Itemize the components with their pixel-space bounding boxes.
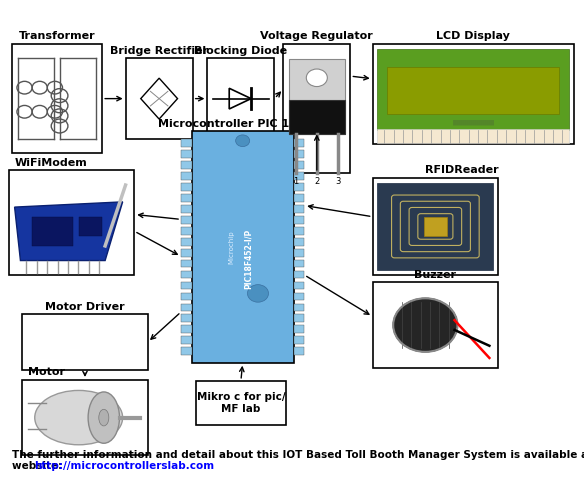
FancyBboxPatch shape <box>22 380 148 455</box>
Circle shape <box>248 284 269 302</box>
Text: LM7805: LM7805 <box>300 112 333 120</box>
FancyBboxPatch shape <box>289 100 345 134</box>
FancyBboxPatch shape <box>289 59 345 134</box>
FancyBboxPatch shape <box>294 172 304 180</box>
Text: Voltage Regulator: Voltage Regulator <box>260 31 373 41</box>
FancyBboxPatch shape <box>181 271 192 279</box>
Text: Motor: Motor <box>28 367 65 377</box>
FancyBboxPatch shape <box>373 178 498 275</box>
Text: Microcontroller PIC 18F452: Microcontroller PIC 18F452 <box>158 119 328 129</box>
FancyBboxPatch shape <box>377 183 493 270</box>
FancyBboxPatch shape <box>181 260 192 267</box>
FancyBboxPatch shape <box>387 67 559 114</box>
Text: RFIDReader: RFIDReader <box>425 165 498 175</box>
FancyBboxPatch shape <box>181 139 192 147</box>
Text: Blocking Diode: Blocking Diode <box>194 46 287 56</box>
Text: Motor Driver: Motor Driver <box>45 301 125 312</box>
FancyBboxPatch shape <box>181 293 192 300</box>
FancyBboxPatch shape <box>207 58 274 139</box>
FancyBboxPatch shape <box>181 337 192 344</box>
FancyBboxPatch shape <box>181 216 192 224</box>
Text: Transformer: Transformer <box>19 31 95 41</box>
Ellipse shape <box>88 392 120 443</box>
FancyBboxPatch shape <box>423 217 447 236</box>
FancyBboxPatch shape <box>181 281 192 289</box>
Text: LCD Display: LCD Display <box>436 31 510 41</box>
FancyBboxPatch shape <box>181 194 192 202</box>
FancyBboxPatch shape <box>294 293 304 300</box>
Text: 2: 2 <box>314 177 319 186</box>
FancyBboxPatch shape <box>181 183 192 191</box>
Circle shape <box>393 298 457 352</box>
FancyBboxPatch shape <box>181 303 192 311</box>
Text: http://microcontrollerslab.com: http://microcontrollerslab.com <box>34 461 214 471</box>
FancyBboxPatch shape <box>294 150 304 158</box>
FancyBboxPatch shape <box>294 194 304 202</box>
Text: Mikro c for pic/
MF lab: Mikro c for pic/ MF lab <box>197 392 285 413</box>
FancyBboxPatch shape <box>294 325 304 333</box>
FancyBboxPatch shape <box>181 238 192 245</box>
FancyBboxPatch shape <box>294 347 304 355</box>
FancyBboxPatch shape <box>22 314 148 370</box>
FancyBboxPatch shape <box>373 282 498 368</box>
Polygon shape <box>15 202 123 261</box>
FancyBboxPatch shape <box>32 217 73 246</box>
FancyBboxPatch shape <box>283 44 350 173</box>
Ellipse shape <box>35 391 123 445</box>
FancyBboxPatch shape <box>294 161 304 169</box>
FancyBboxPatch shape <box>79 217 102 236</box>
FancyBboxPatch shape <box>377 129 569 143</box>
FancyBboxPatch shape <box>181 347 192 355</box>
Circle shape <box>306 69 327 87</box>
FancyBboxPatch shape <box>9 170 134 275</box>
FancyBboxPatch shape <box>181 249 192 257</box>
Circle shape <box>235 135 250 147</box>
FancyBboxPatch shape <box>181 150 192 158</box>
FancyBboxPatch shape <box>373 44 574 144</box>
FancyBboxPatch shape <box>181 325 192 333</box>
FancyBboxPatch shape <box>126 58 193 139</box>
FancyBboxPatch shape <box>294 139 304 147</box>
Text: The further information and detail about this IOT Based Toll Booth Manager Syste: The further information and detail about… <box>12 450 584 460</box>
FancyBboxPatch shape <box>294 227 304 235</box>
Text: website:: website: <box>12 461 65 471</box>
FancyBboxPatch shape <box>181 315 192 322</box>
Text: 1: 1 <box>294 177 298 186</box>
FancyBboxPatch shape <box>294 216 304 224</box>
Text: Buzzer: Buzzer <box>415 270 456 280</box>
FancyBboxPatch shape <box>294 281 304 289</box>
Text: |||||||||||||||||||||: ||||||||||||||||||||| <box>453 120 494 125</box>
FancyBboxPatch shape <box>294 183 304 191</box>
FancyBboxPatch shape <box>181 227 192 235</box>
FancyBboxPatch shape <box>294 260 304 267</box>
FancyBboxPatch shape <box>12 44 102 153</box>
Ellipse shape <box>99 409 109 426</box>
FancyBboxPatch shape <box>294 337 304 344</box>
FancyBboxPatch shape <box>181 161 192 169</box>
Text: Bridge Rectifier: Bridge Rectifier <box>110 46 208 56</box>
Text: WiFiModem: WiFiModem <box>15 158 88 168</box>
FancyBboxPatch shape <box>294 271 304 279</box>
FancyBboxPatch shape <box>181 205 192 213</box>
Text: Microchip: Microchip <box>228 230 234 264</box>
FancyBboxPatch shape <box>377 49 569 130</box>
FancyBboxPatch shape <box>294 249 304 257</box>
FancyBboxPatch shape <box>192 131 294 363</box>
Text: 3: 3 <box>335 177 340 186</box>
FancyBboxPatch shape <box>294 315 304 322</box>
Text: PIC18F452-I/P: PIC18F452-I/P <box>244 228 253 289</box>
FancyBboxPatch shape <box>294 238 304 245</box>
FancyBboxPatch shape <box>181 172 192 180</box>
FancyBboxPatch shape <box>196 381 286 425</box>
FancyBboxPatch shape <box>294 303 304 311</box>
FancyBboxPatch shape <box>294 205 304 213</box>
